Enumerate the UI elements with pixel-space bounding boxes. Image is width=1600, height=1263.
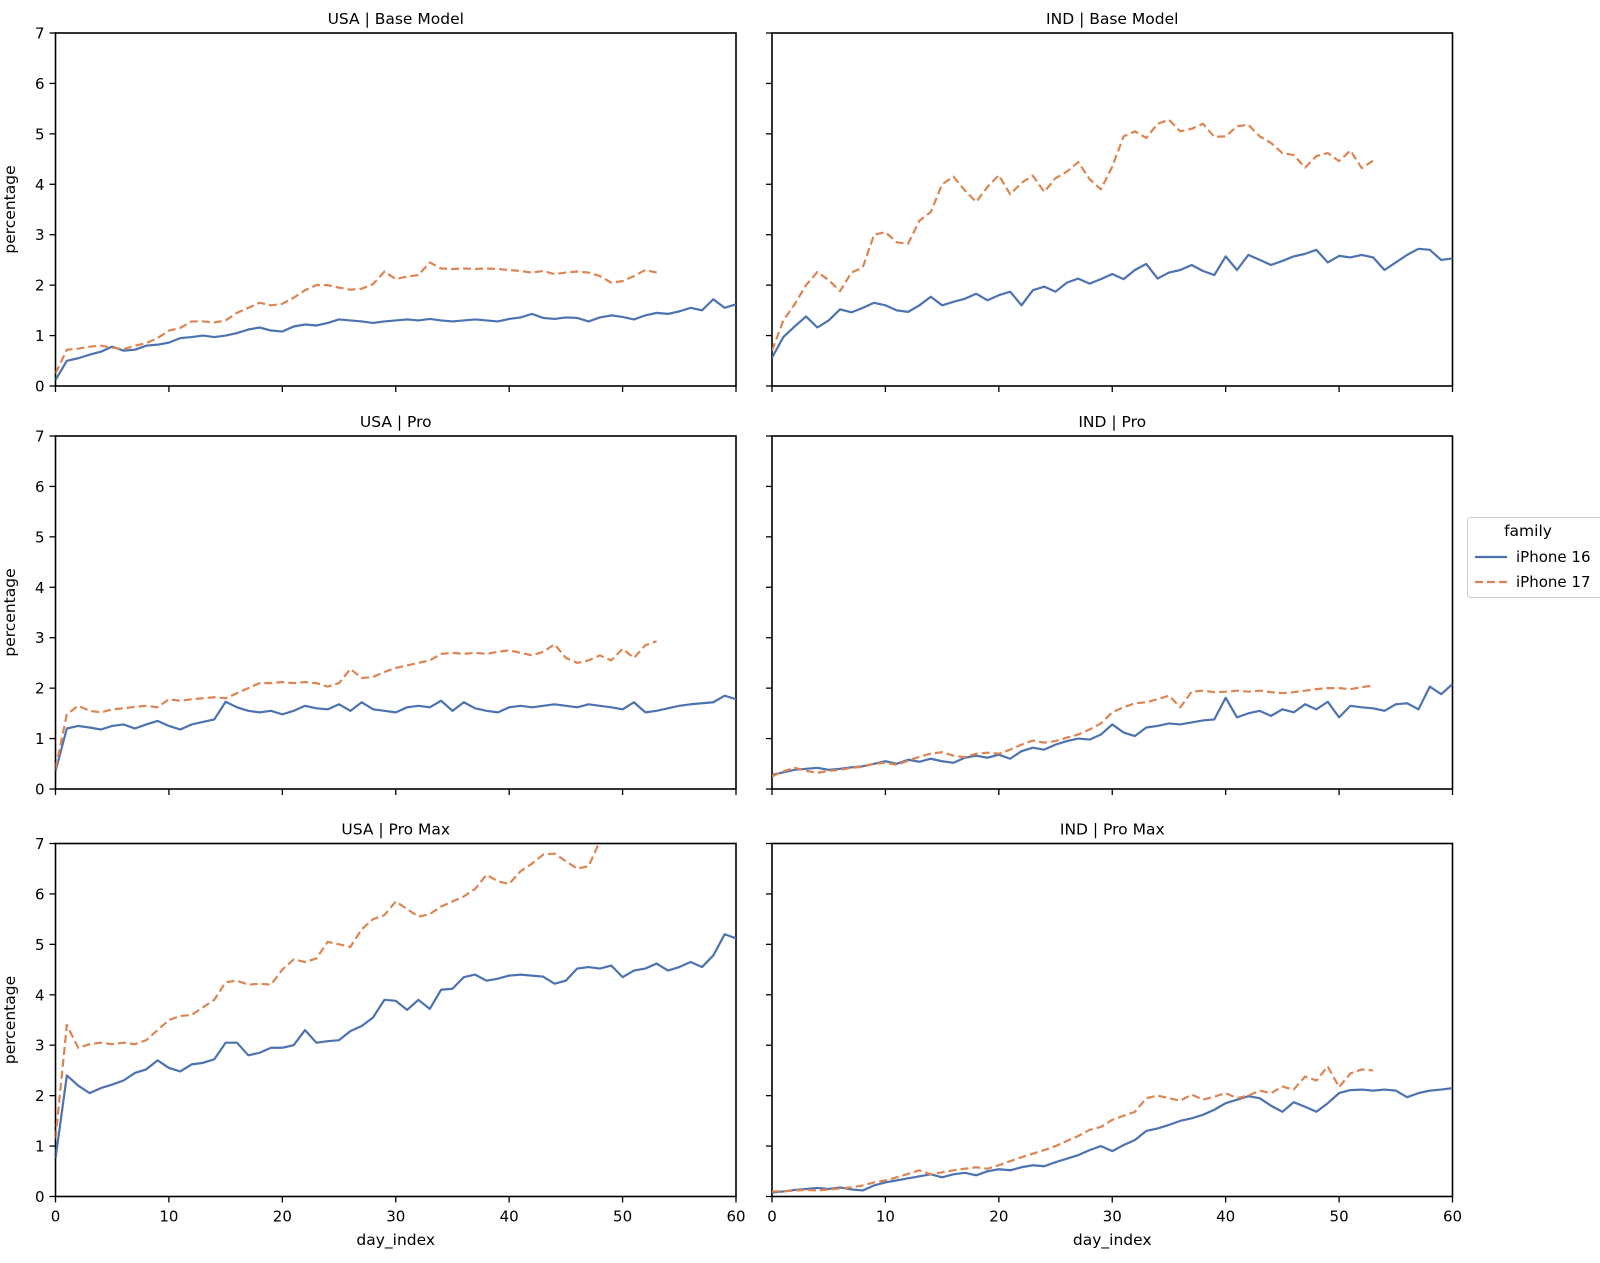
y-tick-label: 2 <box>35 680 45 698</box>
subplot-ind-pro-max: 0 10 20 30 40 50 60 IND | Pro Max <box>766 821 1462 1226</box>
series-line-iphone-16 <box>772 1088 1453 1192</box>
y-tick-label: 6 <box>35 885 45 903</box>
y-tick-label: 7 <box>35 25 45 43</box>
legend: family iPhone 16 iPhone 17 <box>1468 518 1600 598</box>
series-line-iphone-17 <box>56 841 600 1139</box>
subplot-title: USA | Pro <box>360 413 432 431</box>
series-line-iphone-17 <box>772 120 1373 351</box>
subplot-ind-base-model: IND | Base Model <box>766 10 1453 392</box>
y-tick-label: 5 <box>35 528 45 546</box>
series-line-iphone-16 <box>772 684 1453 775</box>
series-line-iphone-17 <box>772 686 1373 777</box>
x-tick-label: 40 <box>1216 1208 1235 1226</box>
x-axis-label: day_index <box>356 1231 435 1250</box>
x-axis-label: day_index <box>1073 1231 1152 1250</box>
axes-spines <box>56 844 737 1197</box>
series-line-iphone-16 <box>56 934 737 1158</box>
y-tick-label: 0 <box>35 1188 45 1206</box>
subplot-ind-pro: IND | Pro <box>766 413 1453 795</box>
subplot-title: IND | Pro <box>1078 413 1146 431</box>
y-tick-label: 0 <box>35 781 45 799</box>
x-tick-label: 50 <box>1330 1208 1349 1226</box>
y-tick-label: 1 <box>35 1138 45 1156</box>
y-axis-label: percentage <box>1 568 19 656</box>
y-tick-label: 2 <box>35 1087 45 1105</box>
y-tick-label: 3 <box>35 226 45 244</box>
axes-spines <box>772 436 1453 789</box>
y-axis-label: percentage <box>1 165 19 253</box>
y-tick-label: 0 <box>35 378 45 396</box>
y-tick-label: 4 <box>35 579 45 597</box>
series-line-iphone-16 <box>772 249 1453 358</box>
subplot-usa-pro: 0 1 2 3 4 5 6 7 USA | Pro <box>35 413 736 799</box>
subplot-title: IND | Base Model <box>1046 10 1178 28</box>
y-tick-label: 6 <box>35 75 45 93</box>
x-tick-label: 60 <box>1443 1208 1462 1226</box>
y-tick-label: 1 <box>35 730 45 748</box>
x-tick-label: 20 <box>989 1208 1008 1226</box>
subplot-usa-pro-max: 0 1 2 3 4 5 6 7 0 10 20 30 40 50 60 USA | Pro Max <box>35 821 746 1226</box>
x-tick-label: 50 <box>613 1208 632 1226</box>
subplot-title: USA | Pro Max <box>341 821 450 839</box>
x-tick-label: 40 <box>500 1208 519 1226</box>
y-tick-label: 5 <box>35 125 45 143</box>
y-tick-label: 5 <box>35 936 45 954</box>
legend-label: iPhone 16 <box>1516 548 1591 566</box>
axes-spines <box>772 33 1453 386</box>
axes-spines <box>56 33 737 386</box>
y-tick-label: 2 <box>35 277 45 295</box>
x-tick-label: 60 <box>726 1208 745 1226</box>
x-tick-label: 30 <box>386 1208 405 1226</box>
x-tick-label: 0 <box>767 1208 777 1226</box>
x-tick-label: 30 <box>1103 1208 1122 1226</box>
axes-spines <box>772 844 1453 1197</box>
legend-label: iPhone 17 <box>1516 573 1591 591</box>
y-tick-label: 6 <box>35 478 45 496</box>
y-tick-label: 4 <box>35 986 45 1004</box>
y-tick-label: 7 <box>35 835 45 853</box>
x-tick-label: 10 <box>876 1208 895 1226</box>
subplot-usa-base-model: 0 1 2 3 4 5 6 7 USA | Base Model <box>35 10 736 396</box>
axes-spines <box>56 436 737 789</box>
y-axis-label: percentage <box>1 976 19 1064</box>
series-line-iphone-16 <box>56 299 737 380</box>
x-tick-label: 10 <box>159 1208 178 1226</box>
y-tick-label: 3 <box>35 629 45 647</box>
subplot-title: USA | Base Model <box>328 10 464 28</box>
y-tick-label: 1 <box>35 327 45 345</box>
y-tick-label: 7 <box>35 428 45 446</box>
legend-title: family <box>1504 522 1552 540</box>
y-tick-label: 3 <box>35 1037 45 1055</box>
y-tick-label: 4 <box>35 176 45 194</box>
x-tick-label: 0 <box>51 1208 61 1226</box>
subplot-title: IND | Pro Max <box>1060 821 1165 839</box>
x-tick-label: 20 <box>273 1208 292 1226</box>
series-line-iphone-17 <box>772 1066 1373 1191</box>
